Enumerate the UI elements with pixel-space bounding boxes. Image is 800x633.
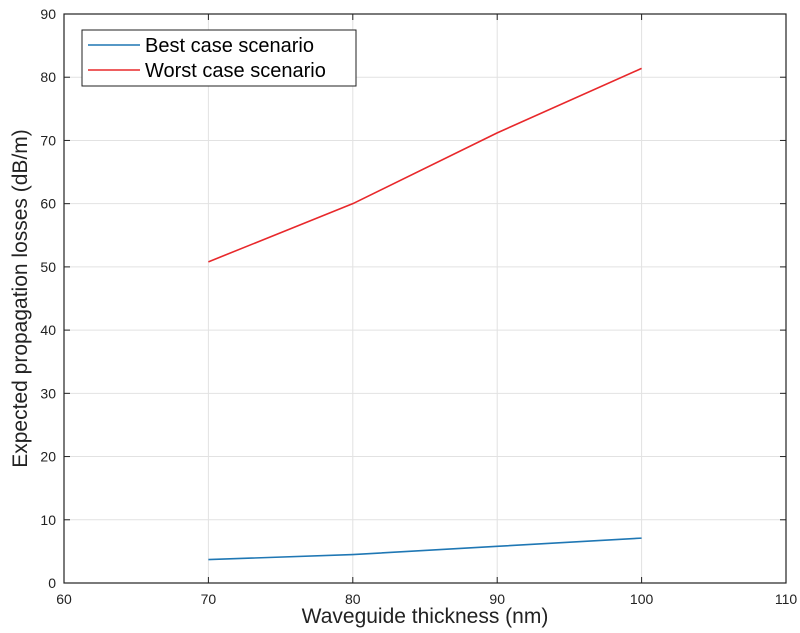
y-axis-ticks: 0 10 20 30 40 50 60 70 80 90 <box>40 6 786 591</box>
y-tick-label: 90 <box>40 6 56 22</box>
y-tick-label: 40 <box>40 322 56 338</box>
y-tick-label: 20 <box>40 449 56 465</box>
x-tick-label: 80 <box>345 591 361 607</box>
x-tick-label: 70 <box>201 591 217 607</box>
plot-frame <box>63 13 787 584</box>
series-layer <box>208 67 642 561</box>
y-tick-label: 0 <box>48 575 56 591</box>
y-tick-label: 30 <box>40 385 56 401</box>
x-tick-label: 110 <box>775 591 798 607</box>
x-tick-label: 100 <box>630 591 654 607</box>
legend-box <box>81 29 357 87</box>
x-axis-label: Waveguide thickness (nm) <box>302 605 549 628</box>
x-tick-label: 60 <box>56 591 72 607</box>
y-axis-label: Expected propagation losses (dB/m) <box>9 129 32 468</box>
y-tick-label: 10 <box>40 512 56 528</box>
y-tick-label: 50 <box>40 259 56 275</box>
grid-lines <box>63 13 787 584</box>
series-line-0 <box>208 537 642 561</box>
legend-label: Best case scenario <box>145 35 314 57</box>
legend: Best case scenario Worst case scenario <box>81 29 357 87</box>
y-tick-label: 60 <box>40 196 56 212</box>
x-tick-label: 90 <box>489 591 505 607</box>
y-tick-label: 70 <box>40 132 56 148</box>
y-tick-label: 80 <box>40 69 56 85</box>
legend-label: Worst case scenario <box>145 60 326 82</box>
series-line-1 <box>208 67 642 263</box>
x-axis-ticks: 60 70 80 90 100 110 <box>56 14 797 607</box>
